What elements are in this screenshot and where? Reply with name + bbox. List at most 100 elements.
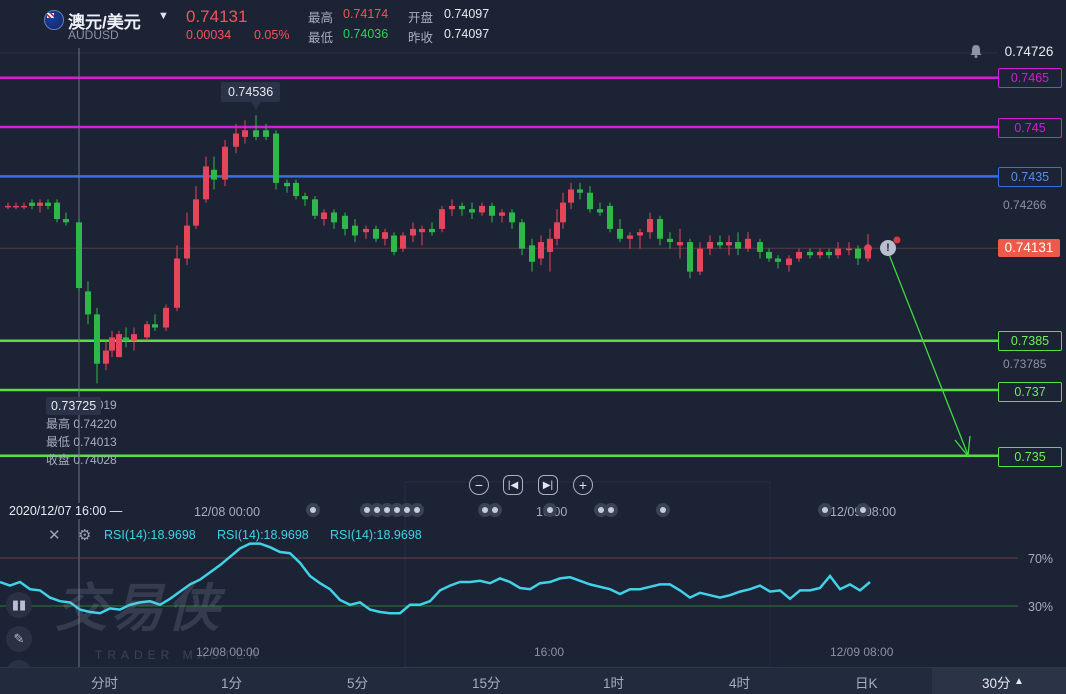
candle-body bbox=[439, 209, 445, 229]
interval-tab[interactable]: 5分 bbox=[347, 676, 369, 691]
bell-icon[interactable] bbox=[968, 43, 984, 59]
candle-body bbox=[835, 248, 841, 256]
interval-tab[interactable]: 日K bbox=[855, 676, 878, 691]
chevron-down-icon[interactable]: ▼ bbox=[158, 10, 169, 22]
time-label-1: 12/08 00:00 bbox=[194, 505, 261, 519]
candle-body bbox=[687, 242, 693, 272]
symbol-name[interactable]: 澳元/美元 bbox=[68, 13, 141, 32]
event-marker[interactable] bbox=[594, 503, 618, 519]
candle-body bbox=[174, 258, 180, 308]
candle-body bbox=[391, 235, 397, 252]
candle-body bbox=[103, 350, 109, 364]
candle-body bbox=[94, 314, 100, 364]
candle-body bbox=[321, 212, 327, 220]
settings-icon[interactable]: ⚙ bbox=[78, 527, 92, 544]
candle-body bbox=[85, 291, 91, 315]
level-label-6[interactable]: 0.735 bbox=[998, 447, 1062, 467]
candle-body bbox=[163, 307, 169, 328]
candle-body bbox=[203, 166, 209, 200]
event-marker[interactable] bbox=[818, 503, 832, 519]
level-label-4[interactable]: 0.7385 bbox=[998, 331, 1062, 351]
prev-icon[interactable]: |◀ bbox=[503, 475, 523, 495]
candle-body bbox=[152, 324, 158, 328]
level-label-3[interactable]: 0.7435 bbox=[998, 167, 1062, 187]
candle-body bbox=[637, 232, 643, 236]
candle-body bbox=[5, 205, 11, 208]
last-price: 0.74131 bbox=[186, 7, 248, 26]
candle-body bbox=[273, 133, 279, 183]
level-label-2[interactable]: 0.745 bbox=[998, 118, 1062, 138]
candle-body bbox=[459, 205, 465, 210]
candle-body bbox=[717, 242, 723, 246]
interval-tab[interactable]: 4时 bbox=[729, 676, 751, 691]
event-marker[interactable] bbox=[543, 503, 557, 519]
chevron-up-icon: ▲ bbox=[1014, 676, 1024, 687]
candle-body bbox=[607, 205, 613, 229]
candle-body bbox=[775, 258, 781, 262]
event-marker[interactable] bbox=[360, 503, 424, 519]
candle-body bbox=[253, 130, 259, 137]
candle-body bbox=[123, 337, 129, 341]
interval-selected[interactable]: 30分 ▲ bbox=[932, 668, 1066, 694]
low-value: 0.74036 bbox=[343, 27, 389, 41]
event-marker[interactable] bbox=[478, 503, 502, 519]
forecast-arrow-head bbox=[954, 435, 971, 458]
price-change: 0.00034 bbox=[186, 28, 232, 42]
candle-body bbox=[479, 205, 485, 213]
interval-tab[interactable]: 分时 bbox=[91, 676, 118, 691]
australia-flag-icon bbox=[44, 10, 64, 30]
candle-body bbox=[677, 242, 683, 246]
candle-body bbox=[363, 228, 369, 233]
candle-body bbox=[302, 196, 308, 200]
candle-body bbox=[745, 238, 751, 249]
candle-body bbox=[331, 212, 337, 223]
event-marker[interactable] bbox=[306, 503, 320, 519]
candle-body bbox=[489, 205, 495, 216]
interval-tab[interactable]: 15分 bbox=[472, 676, 501, 691]
candle-body bbox=[796, 251, 802, 259]
candle-body bbox=[76, 222, 82, 289]
candle-body bbox=[284, 182, 290, 187]
candle-body bbox=[184, 225, 190, 259]
candle-body bbox=[817, 251, 823, 256]
symbol-header: 澳元/美元 ▼ AUDUSD 0.74131 0.00034 0.05% 最高 … bbox=[0, 0, 1066, 48]
zoom-out-icon[interactable]: − bbox=[469, 475, 489, 495]
level-label-1[interactable]: 0.7465 bbox=[998, 68, 1062, 88]
candle-body bbox=[419, 228, 425, 233]
interval-tab[interactable]: 1分 bbox=[221, 676, 243, 691]
low-marker-tooltip: 0.73725 bbox=[46, 397, 102, 415]
next-icon[interactable]: ▶| bbox=[538, 475, 558, 495]
candle-body bbox=[786, 258, 792, 266]
candle-body bbox=[597, 209, 603, 213]
rsi-time-label-2: 16:00 bbox=[534, 645, 565, 659]
candle-body bbox=[410, 228, 416, 236]
candle-body bbox=[469, 209, 475, 213]
candle-body bbox=[757, 242, 763, 252]
interval-selected-label: 30分 bbox=[982, 676, 1011, 691]
candle-body bbox=[13, 205, 19, 208]
candle-body bbox=[342, 215, 348, 229]
event-marker[interactable] bbox=[856, 503, 870, 519]
pencil-icon[interactable]: ✎ bbox=[6, 626, 32, 652]
indicator-tool-icon[interactable]: ▮▮ bbox=[6, 592, 32, 618]
prev-close-value: 0.74097 bbox=[444, 27, 490, 41]
event-marker[interactable] bbox=[656, 503, 670, 519]
candle-body bbox=[560, 202, 566, 223]
ohlc-high: 最高 0.74220 bbox=[46, 417, 117, 431]
rsi-label-1: RSI(14):18.9698 bbox=[104, 528, 196, 542]
watermark-logo: 交易侠 bbox=[55, 580, 224, 638]
close-icon[interactable]: ✕ bbox=[48, 527, 61, 544]
candle-body bbox=[697, 248, 703, 272]
candle-body bbox=[109, 337, 115, 351]
candle-body bbox=[865, 248, 871, 259]
level-label-5[interactable]: 0.737 bbox=[998, 382, 1062, 402]
zoom-in-icon[interactable]: + bbox=[573, 475, 593, 495]
info-icon[interactable]: ! bbox=[880, 240, 896, 256]
forecast-arrow-line bbox=[887, 251, 969, 456]
candle-body bbox=[735, 242, 741, 249]
candle-body bbox=[587, 192, 593, 210]
live-price-dot bbox=[864, 244, 872, 253]
ohlc-close: 收盘 0.74028 bbox=[46, 453, 117, 467]
interval-tab[interactable]: 1时 bbox=[603, 676, 625, 691]
